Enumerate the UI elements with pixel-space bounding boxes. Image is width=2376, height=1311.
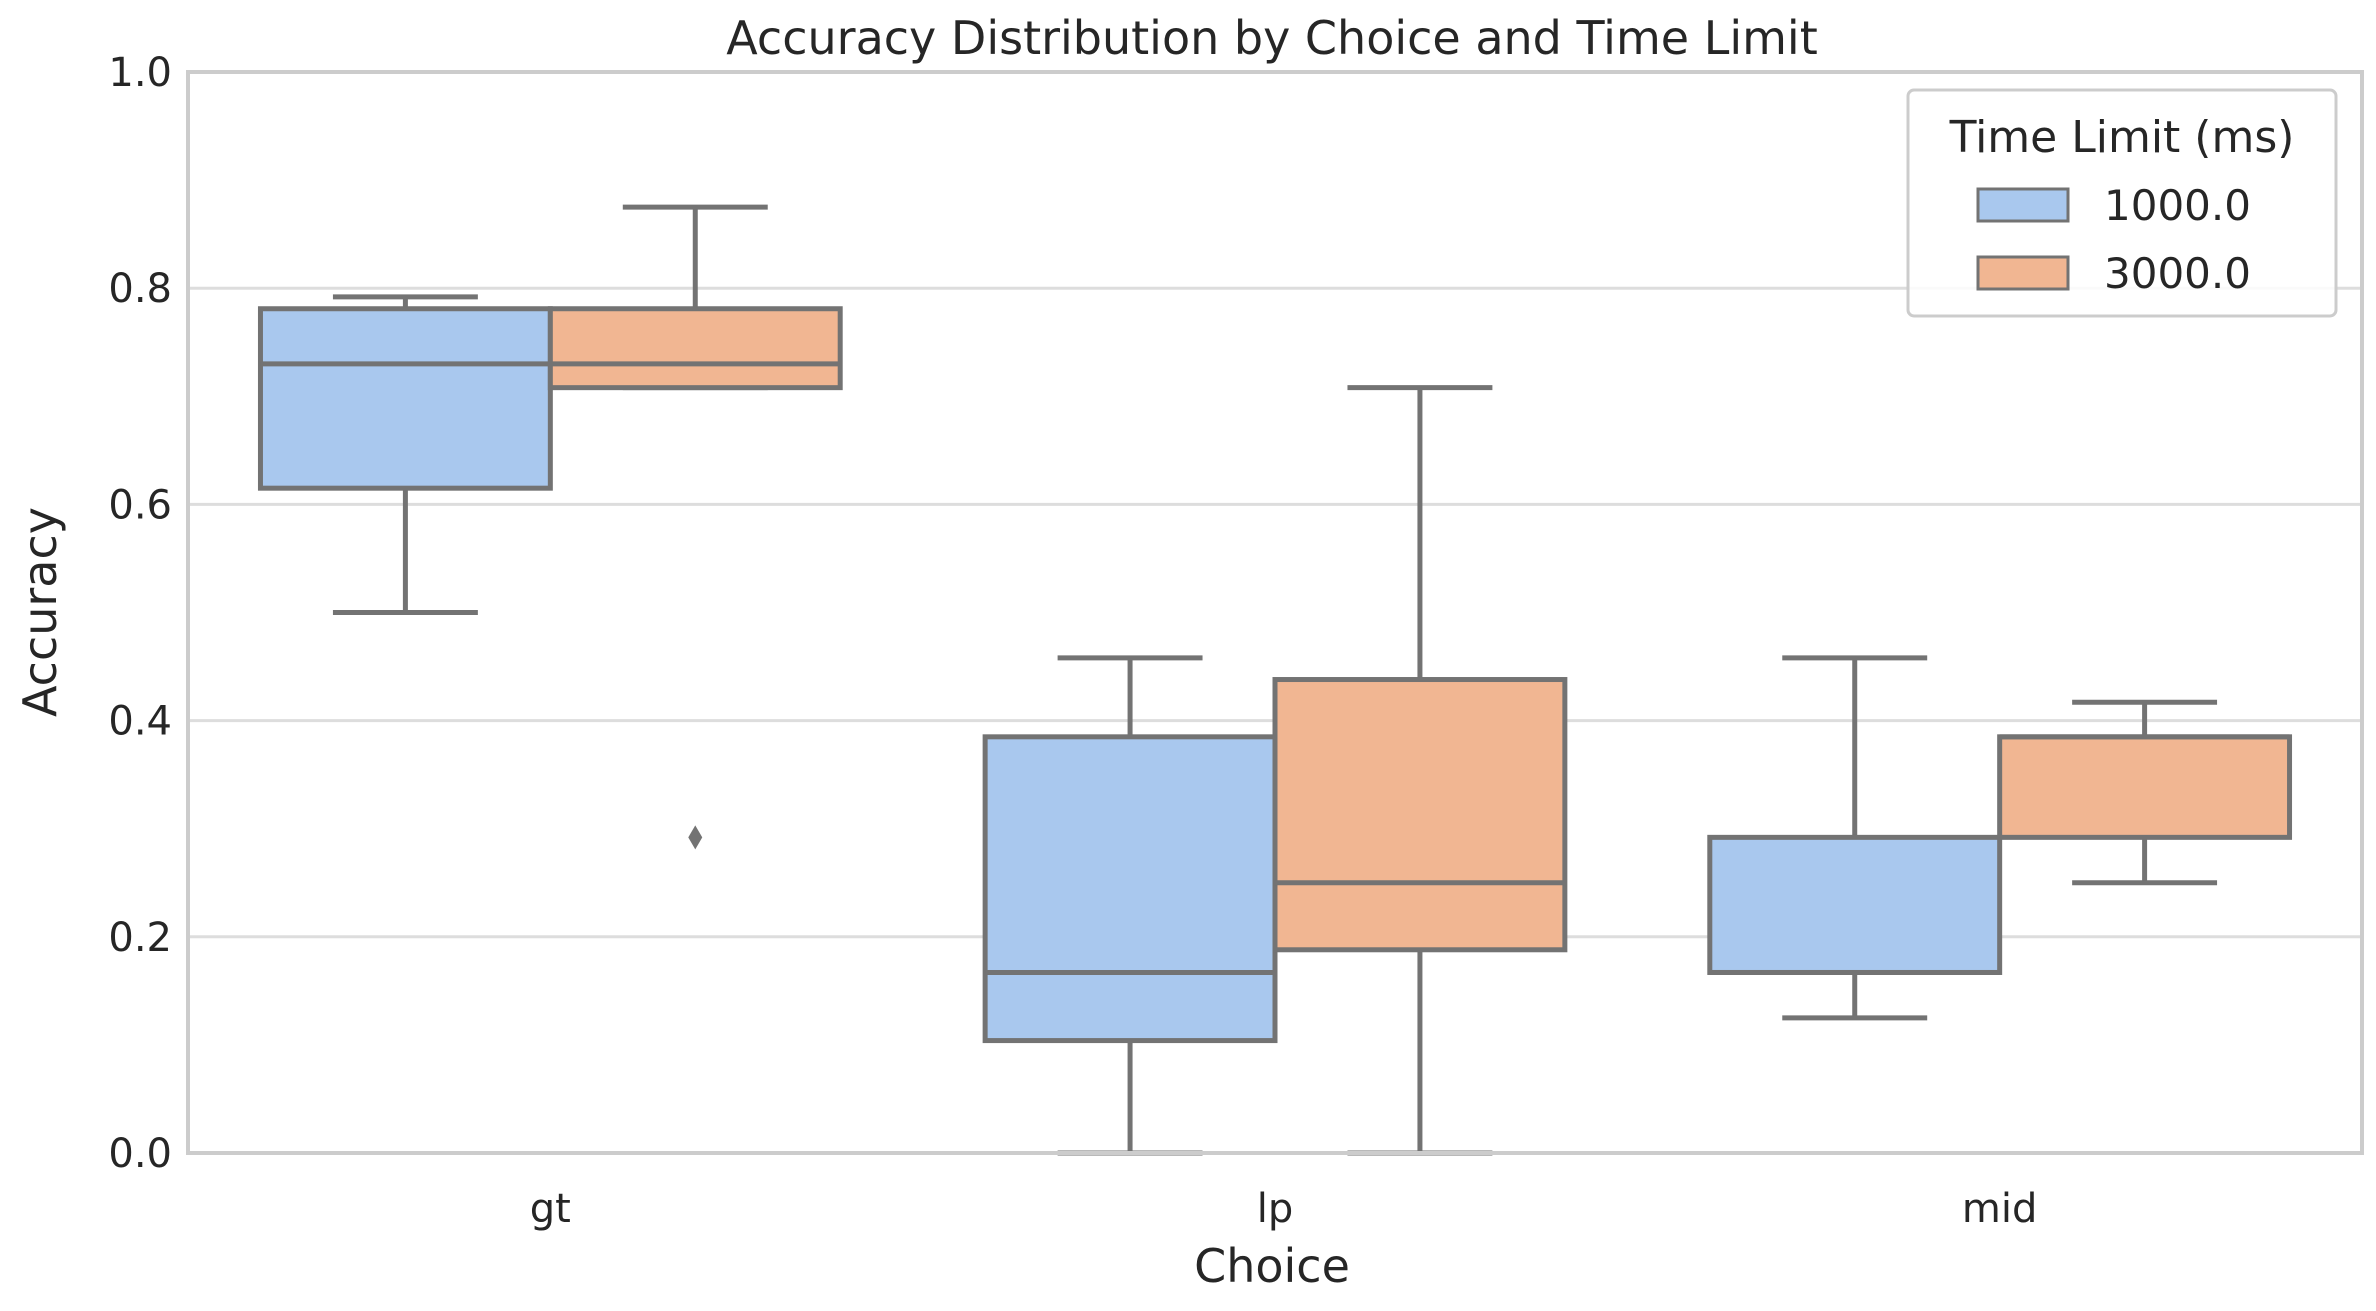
box-mid-1000.0 (1707, 655, 2003, 1021)
y-tick-label: 0.4 (108, 699, 172, 745)
box-iqr (547, 306, 843, 391)
box-iqr (982, 734, 1278, 1044)
box-iqr (257, 306, 553, 491)
box-iqr (1272, 677, 1568, 953)
x-axis-ticks: gt lp mid (530, 1186, 2038, 1232)
legend: Time Limit (ms) 1000.0 3000.0 (1906, 88, 2338, 318)
y-tick-label: 0.0 (108, 1131, 172, 1177)
legend-label: 1000.0 (2104, 181, 2251, 230)
legend-title: Time Limit (ms) (1949, 112, 2295, 163)
y-axis-label: Accuracy (13, 507, 67, 717)
plot-area (257, 204, 2293, 1156)
box-gt-1000.0 (257, 294, 553, 615)
y-tick-label: 0.8 (108, 266, 172, 312)
chart-title: Accuracy Distribution by Choice and Time… (726, 11, 1817, 65)
box-lp-1000.0 (982, 655, 1278, 1156)
y-tick-label: 0.2 (108, 915, 172, 961)
outlier-point (688, 825, 703, 850)
plot-frame (186, 70, 2364, 1155)
x-tick-label: mid (1962, 1186, 2037, 1232)
box-iqr (1707, 834, 2003, 975)
box-gt-3000.0 (547, 204, 843, 850)
x-tick-label: lp (1257, 1186, 1294, 1232)
box-iqr (1997, 734, 2293, 840)
box-mid-3000.0 (1997, 699, 2293, 886)
legend-swatch (1976, 255, 2070, 291)
y-axis-ticks: 0.0 0.2 0.4 0.6 0.8 1.0 (108, 50, 172, 1177)
legend-swatch (1976, 187, 2070, 223)
x-axis-label: Choice (1194, 1239, 1350, 1293)
box-lp-3000.0 (1272, 385, 1568, 1156)
y-tick-label: 1.0 (108, 50, 172, 96)
legend-items: 1000.0 3000.0 (1976, 181, 2251, 298)
x-tick-label: gt (530, 1186, 571, 1232)
y-tick-label: 0.6 (108, 482, 172, 528)
legend-label: 3000.0 (2104, 249, 2251, 298)
